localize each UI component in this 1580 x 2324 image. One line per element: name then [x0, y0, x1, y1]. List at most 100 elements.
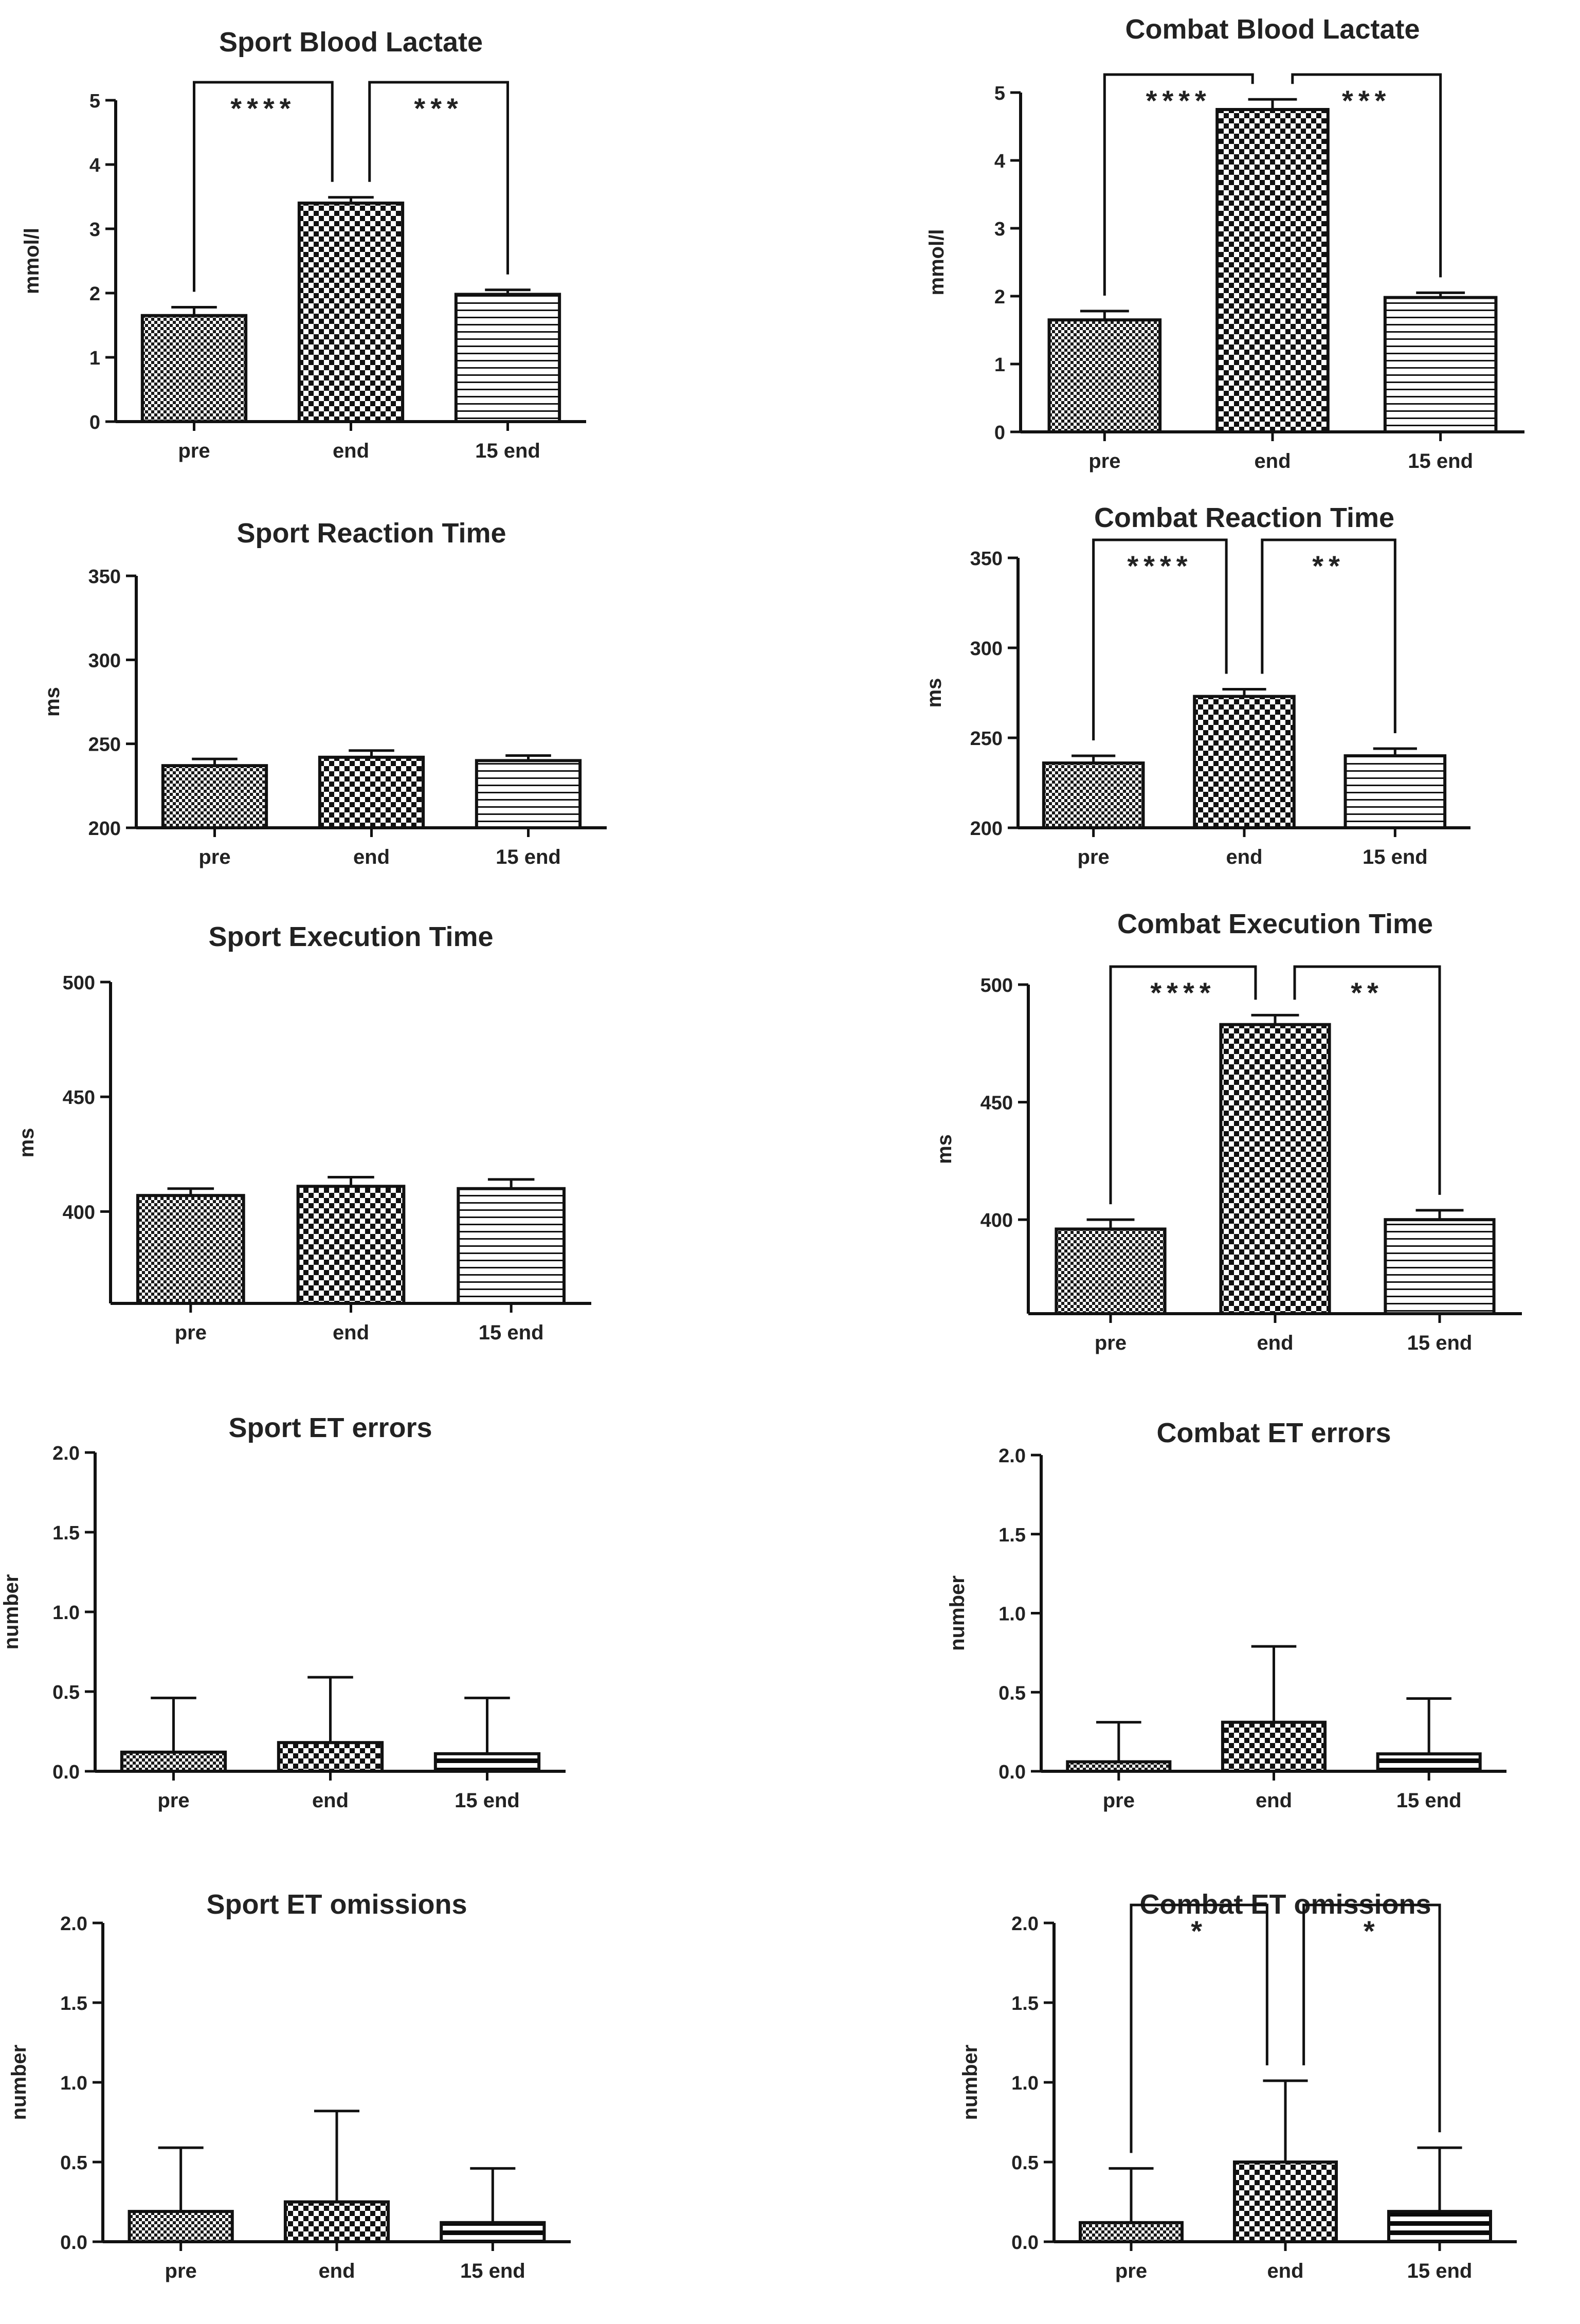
- y-tick-label: 250: [970, 728, 1003, 750]
- y-tick-label: 5: [994, 83, 1005, 104]
- y-tick-label: 1.0: [1011, 2073, 1039, 2094]
- y-tick-label: 1.0: [998, 1604, 1026, 1625]
- x-tick-label: 15 end: [496, 846, 561, 868]
- y-tick-label: 2.0: [998, 1445, 1026, 1467]
- y-tick-label: 350: [970, 548, 1003, 570]
- x-tick-label: 15 end: [1408, 450, 1473, 473]
- y-tick-label: 0.0: [998, 1762, 1026, 1783]
- x-tick-label: pre: [198, 846, 230, 868]
- y-tick-label: 200: [970, 818, 1003, 840]
- y-tick-label: 400: [63, 1202, 95, 1223]
- x-tick-label: pre: [1103, 1789, 1135, 1812]
- x-tick-label: end: [1226, 846, 1262, 868]
- y-tick-label: 2.0: [52, 1443, 80, 1464]
- x-tick-label: end: [333, 440, 369, 462]
- x-tick-label: end: [1267, 2260, 1303, 2282]
- y-axis-label: mmol/l: [925, 229, 948, 296]
- chart-title: Sport Blood Lactate: [219, 27, 483, 58]
- y-tick-label: 1: [994, 354, 1005, 376]
- chart-panel: Combat Blood Lactate 0 1 2 3 4 5 pre end 15 end mm…: [925, 14, 1524, 473]
- y-tick-label: 3: [994, 219, 1005, 240]
- bar-end: [277, 1741, 384, 1773]
- x-tick-label: 15 end: [1363, 846, 1428, 868]
- x-tick-label: 15 end: [1407, 1332, 1473, 1354]
- x-tick-label: end: [333, 1321, 369, 1344]
- y-axis-label: ms: [923, 678, 946, 708]
- x-tick-label: end: [1257, 1332, 1293, 1354]
- bar-end: [1193, 695, 1296, 829]
- significance-label: ****: [230, 92, 296, 124]
- significance-bracket: [1109, 965, 1257, 1205]
- y-tick-label: 400: [980, 1210, 1013, 1231]
- y-tick-label: 1.5: [998, 1524, 1026, 1546]
- x-tick-label: 15 end: [475, 440, 540, 462]
- bar-15-end: [457, 1187, 566, 1305]
- y-tick-label: 0.0: [60, 2232, 87, 2254]
- y-tick-label: 1: [89, 348, 100, 369]
- bar-15-end: [454, 293, 561, 423]
- significance-label: *: [1191, 1915, 1207, 1947]
- y-tick-label: 500: [63, 972, 95, 994]
- significance-bracket: [1130, 1903, 1268, 2153]
- y-axis-label: number: [959, 2045, 982, 2120]
- x-tick-label: 15 end: [455, 1789, 520, 1812]
- bar-end: [297, 202, 405, 423]
- bar-15-end: [433, 1752, 541, 1773]
- y-axis-label: number: [8, 2045, 30, 2120]
- bar-end: [1215, 108, 1330, 433]
- bar-pre: [1047, 318, 1162, 434]
- y-tick-label: 0: [994, 422, 1005, 444]
- x-tick-label: pre: [1078, 846, 1110, 868]
- bar-pre: [136, 1194, 245, 1305]
- y-axis-label: ms: [15, 1128, 38, 1158]
- chart-title: Combat ET errors: [1156, 1418, 1391, 1448]
- y-tick-label: 2: [89, 283, 100, 305]
- bar-15-end: [475, 759, 582, 830]
- bar-15-end: [1387, 2210, 1492, 2244]
- y-tick-label: 0.5: [52, 1682, 80, 1703]
- significance-bracket: [1293, 965, 1441, 1195]
- significance-label: **: [1351, 976, 1384, 1009]
- chart-title: Sport ET omissions: [206, 1889, 467, 1920]
- y-tick-label: 2.0: [60, 1913, 87, 1935]
- x-tick-label: pre: [157, 1789, 189, 1812]
- chart-panel: Sport Execution Time 400 450 500 pre end 15 en…: [15, 921, 591, 1344]
- bar-15-end: [440, 2221, 546, 2243]
- significance-bracket: [368, 81, 509, 275]
- significance-label: **: [1312, 550, 1345, 582]
- x-tick-label: pre: [165, 2260, 197, 2282]
- bar-pre: [1042, 761, 1145, 829]
- chart-title: Combat Blood Lactate: [1125, 14, 1420, 45]
- y-tick-label: 4: [994, 151, 1005, 172]
- x-tick-label: end: [312, 1789, 349, 1812]
- y-tick-label: 350: [88, 566, 121, 588]
- bar-pre: [140, 314, 248, 423]
- bar-pre: [161, 764, 268, 829]
- chart-panel: Sport ET omissions 0.0 0.5 1.0 1.5 2.0 pre end 1…: [8, 1889, 571, 2282]
- y-tick-label: 0.5: [1011, 2152, 1039, 2174]
- chart-title: Sport ET errors: [228, 1412, 432, 1443]
- bar-pre: [128, 2210, 234, 2244]
- bar-pre: [1055, 1227, 1167, 1315]
- chart-title: Sport Execution Time: [208, 921, 493, 952]
- significance-label: *: [1364, 1915, 1380, 1947]
- y-tick-label: 0.0: [52, 1762, 80, 1783]
- y-tick-label: 1.0: [60, 2073, 87, 2094]
- bar-15-end: [1343, 754, 1447, 829]
- y-tick-label: 450: [980, 1093, 1013, 1114]
- y-tick-label: 300: [88, 650, 121, 671]
- chart-title: Sport Reaction Time: [237, 518, 506, 549]
- x-tick-label: pre: [178, 440, 210, 462]
- chart-panel: Sport Reaction Time 200 250 300 350 pre end 15 …: [41, 518, 607, 868]
- x-tick-label: 15 end: [1396, 1789, 1462, 1812]
- y-tick-label: 1.5: [60, 1993, 87, 2014]
- y-axis-label: mmol/l: [21, 228, 43, 294]
- y-tick-label: 1.5: [52, 1522, 80, 1544]
- y-tick-label: 0.5: [998, 1682, 1026, 1704]
- y-tick-label: 0: [89, 412, 100, 433]
- y-axis-label: number: [0, 1574, 23, 1650]
- chart-panel: Sport ET errors 0.0 0.5 1.0 1.5 2.0 pre end 15 e…: [0, 1412, 566, 1812]
- x-tick-label: end: [1254, 450, 1291, 473]
- y-tick-label: 5: [89, 90, 100, 112]
- significance-bracket: [1092, 538, 1228, 740]
